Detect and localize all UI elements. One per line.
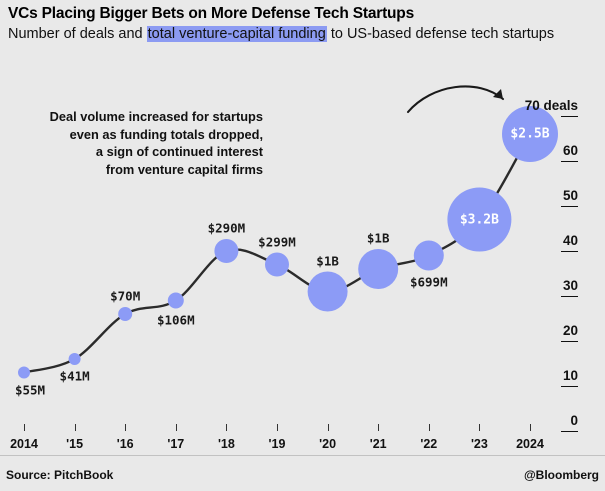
annotation-line-2: even as funding totals dropped, bbox=[69, 126, 263, 142]
y-tick-mark bbox=[561, 251, 578, 252]
data-bubble[interactable] bbox=[413, 240, 444, 271]
y-tick-label: 60 bbox=[562, 143, 578, 158]
funding-bubbles bbox=[18, 106, 558, 379]
data-bubble[interactable] bbox=[18, 366, 30, 379]
x-tick-label: '21 bbox=[369, 437, 387, 451]
x-tick-mark bbox=[277, 424, 278, 431]
funding-value-label: $1B bbox=[366, 230, 390, 246]
x-tick-label: '15 bbox=[66, 437, 84, 451]
chart-header: VCs Placing Bigger Bets on More Defense … bbox=[8, 4, 598, 45]
data-bubble[interactable] bbox=[214, 239, 239, 263]
funding-value-label: $106M bbox=[156, 312, 195, 327]
y-tick-mark bbox=[561, 161, 578, 162]
data-bubble[interactable] bbox=[502, 106, 558, 162]
funding-value-label: $299M bbox=[258, 234, 296, 249]
x-tick-mark bbox=[175, 424, 177, 431]
funding-value-label: $2.5B bbox=[510, 126, 550, 142]
x-tick-label: '17 bbox=[167, 437, 185, 451]
y-tick-mark bbox=[561, 206, 578, 207]
curved-arrow-icon bbox=[406, 85, 505, 114]
brand-note: @Bloomberg bbox=[523, 468, 599, 482]
y-tick-label: 70 deals bbox=[524, 98, 578, 113]
funding-value-label: $290M bbox=[207, 220, 246, 236]
x-tick-label: '22 bbox=[420, 437, 438, 451]
data-bubble[interactable] bbox=[167, 292, 184, 309]
footer-divider bbox=[0, 455, 605, 456]
chart-title: VCs Placing Bigger Bets on More Defense … bbox=[8, 5, 414, 22]
chart-subtitle: Number of deals and total venture-capita… bbox=[8, 25, 568, 45]
funding-value-label: $41M bbox=[59, 368, 90, 384]
y-tick-label: 10 bbox=[562, 368, 578, 383]
funding-value-label: $1B bbox=[316, 253, 339, 268]
x-tick-mark bbox=[125, 424, 127, 431]
y-tick-label: 40 bbox=[562, 233, 578, 248]
chart-annotation: Deal volume increased for startups even … bbox=[23, 108, 263, 178]
y-tick-mark bbox=[561, 116, 578, 117]
data-bubble[interactable] bbox=[307, 271, 348, 312]
funding-value-label: $70M bbox=[110, 288, 141, 304]
y-tick-mark bbox=[561, 296, 578, 297]
x-tick-label: '16 bbox=[116, 437, 134, 451]
x-tick-mark bbox=[24, 424, 25, 431]
x-tick-mark bbox=[74, 424, 76, 431]
data-bubble[interactable] bbox=[118, 307, 133, 321]
x-tick-label: '23 bbox=[470, 437, 488, 451]
data-bubble[interactable] bbox=[265, 252, 289, 277]
annotation-line-1: Deal volume increased for startups bbox=[49, 109, 263, 124]
x-tick-label: '20 bbox=[319, 437, 337, 451]
data-bubble[interactable] bbox=[358, 249, 399, 289]
data-bubble[interactable] bbox=[68, 353, 81, 365]
x-tick-mark bbox=[327, 424, 329, 431]
annotation-line-4: from venture capital firms bbox=[105, 161, 263, 177]
x-tick-mark bbox=[226, 424, 228, 431]
funding-value-label: $55M bbox=[14, 382, 46, 397]
source-note: Source: PitchBook bbox=[6, 468, 114, 482]
x-tick-mark bbox=[378, 424, 380, 431]
x-tick-label: '18 bbox=[217, 437, 235, 451]
x-tick-mark bbox=[428, 424, 430, 431]
y-tick-mark bbox=[561, 386, 578, 387]
x-tick-label: 2024 bbox=[516, 437, 544, 451]
subtitle-text-tail: to US-based defense tech startups bbox=[326, 26, 555, 42]
x-tick-mark bbox=[530, 424, 531, 431]
subtitle-text-lead: Number of deals and bbox=[8, 26, 147, 42]
y-tick-mark bbox=[561, 341, 578, 342]
x-tick-label: 2014 bbox=[10, 437, 38, 451]
funding-value-label: $699M bbox=[409, 274, 448, 289]
x-tick-mark bbox=[479, 424, 481, 431]
y-tick-mark bbox=[561, 431, 578, 432]
y-tick-label: 20 bbox=[562, 323, 578, 338]
y-tick-label: 0 bbox=[570, 413, 578, 428]
y-tick-label: 50 bbox=[562, 188, 578, 203]
subtitle-highlight: total venture-capital funding bbox=[146, 26, 327, 42]
y-tick-label: 30 bbox=[562, 278, 578, 293]
funding-value-label: $3.2B bbox=[459, 212, 499, 227]
annotation-line-3: a sign of continued interest bbox=[95, 144, 263, 159]
x-tick-label: '19 bbox=[268, 437, 286, 451]
data-bubble[interactable] bbox=[447, 187, 512, 252]
